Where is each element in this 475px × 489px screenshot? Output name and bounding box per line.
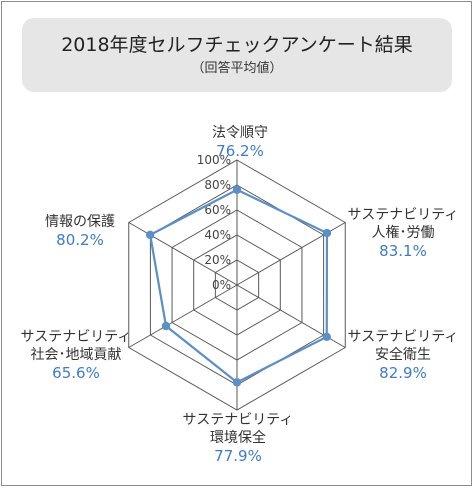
data-point bbox=[232, 378, 242, 387]
axis-name-line2: 環境保全 bbox=[210, 430, 266, 446]
axis-label-safety: サステナビリティ 安全衛生 82.9% bbox=[318, 328, 475, 383]
axis-name-line1: サステナビリティ bbox=[347, 329, 459, 345]
axis-label-human-rights: サステナビリティ 人権･労働 83.1% bbox=[318, 206, 475, 261]
axis-label-community: サステナビリティ 社会･地域貢献 65.6% bbox=[0, 328, 161, 383]
title-box: 2018年度セルフチェックアンケート結果 （回答平均値） bbox=[22, 18, 452, 92]
data-point bbox=[145, 230, 155, 240]
axis-value: 82.9% bbox=[379, 364, 427, 382]
axis-label-compliance: 法令順守 76.2% bbox=[155, 124, 325, 161]
chart-title: 2018年度セルフチェックアンケート結果 bbox=[61, 34, 413, 56]
axis-label-environment: サステナビリティ 環境保全 77.9% bbox=[153, 411, 323, 466]
tick-label: 0% bbox=[212, 278, 231, 292]
axis-value: 77.9% bbox=[214, 447, 262, 465]
axis-name-line1: サステナビリティ bbox=[20, 329, 132, 345]
axis-name: 情報の保護 bbox=[45, 214, 115, 230]
grid-spoke bbox=[128, 284, 238, 348]
axis-value: 83.1% bbox=[379, 242, 427, 260]
axis-value: 80.2% bbox=[56, 231, 104, 249]
axis-value: 76.2% bbox=[216, 142, 264, 160]
axis-name-line1: サステナビリティ bbox=[347, 207, 459, 223]
chart-subtitle: （回答平均値） bbox=[191, 61, 283, 76]
tick-label: 80% bbox=[204, 178, 231, 192]
axis-name-line1: サステナビリティ bbox=[182, 412, 294, 428]
axis-name-line2: 人権･労働 bbox=[371, 225, 435, 241]
data-point bbox=[232, 185, 242, 194]
tick-label: 100% bbox=[197, 153, 231, 167]
axis-name-line2: 社会･地域貢献 bbox=[30, 347, 122, 363]
tick-label: 20% bbox=[204, 253, 231, 267]
tick-label: 60% bbox=[204, 203, 231, 217]
axis-label-information: 情報の保護 80.2% bbox=[0, 213, 165, 250]
data-point bbox=[322, 228, 332, 238]
tick-label: 40% bbox=[204, 228, 231, 242]
axis-name-line2: 安全衛生 bbox=[375, 347, 431, 363]
data-point bbox=[322, 332, 331, 342]
axis-name: 法令順守 bbox=[212, 125, 268, 141]
axis-value: 65.6% bbox=[52, 364, 100, 382]
data-point bbox=[161, 321, 171, 331]
